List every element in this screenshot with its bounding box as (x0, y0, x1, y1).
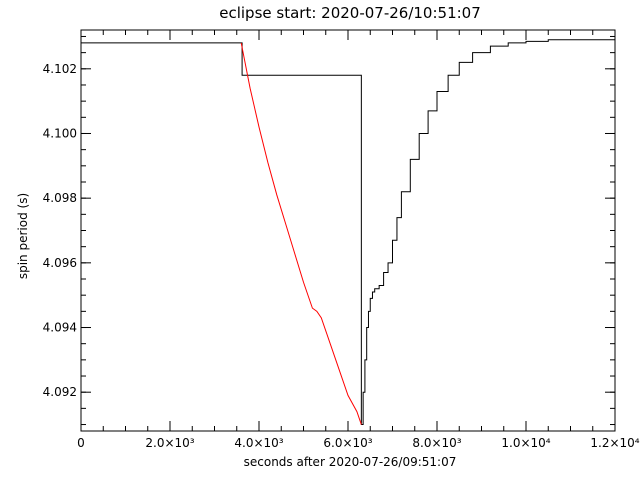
y-axis: 4.092 4.094 4.096 4.098 4.100 4.102 (43, 35, 615, 426)
x-tick-label: 0 (77, 436, 85, 450)
x-axis-label: seconds after 2020-07-26/09:51:07 (244, 455, 457, 469)
y-tick-label: 4.098 (43, 191, 77, 205)
y-tick-label: 4.102 (43, 62, 77, 76)
y-tick-label: 4.096 (43, 256, 77, 270)
y-tick-label: 4.092 (43, 385, 77, 399)
x-tick-label: 8.0×10³ (412, 436, 461, 450)
x-tick-label: 4.0×10³ (234, 436, 283, 450)
spin-period-model-line (240, 42, 362, 425)
x-tick-label: 2.0×10³ (145, 436, 194, 450)
chart-title: eclipse start: 2020-07-26/10:51:07 (219, 4, 481, 22)
plot-frame (80, 29, 616, 432)
y-tick-label: 4.094 (43, 321, 77, 335)
x-tick-label: 1.2×10⁴ (590, 436, 639, 450)
spin-period-measured-line (81, 39, 615, 426)
x-tick-label: 1.0×10⁴ (501, 436, 550, 450)
y-axis-label: spin period (s) (16, 193, 30, 279)
x-axis: 0 2.0×10³ 4.0×10³ 6.0×10³ 8.0×10³ 1.0×10⁴ 1.2×… (77, 30, 640, 450)
y-tick-label: 4.100 (43, 126, 77, 140)
series-layer (81, 39, 615, 426)
x-tick-label: 6.0×10³ (323, 436, 372, 450)
